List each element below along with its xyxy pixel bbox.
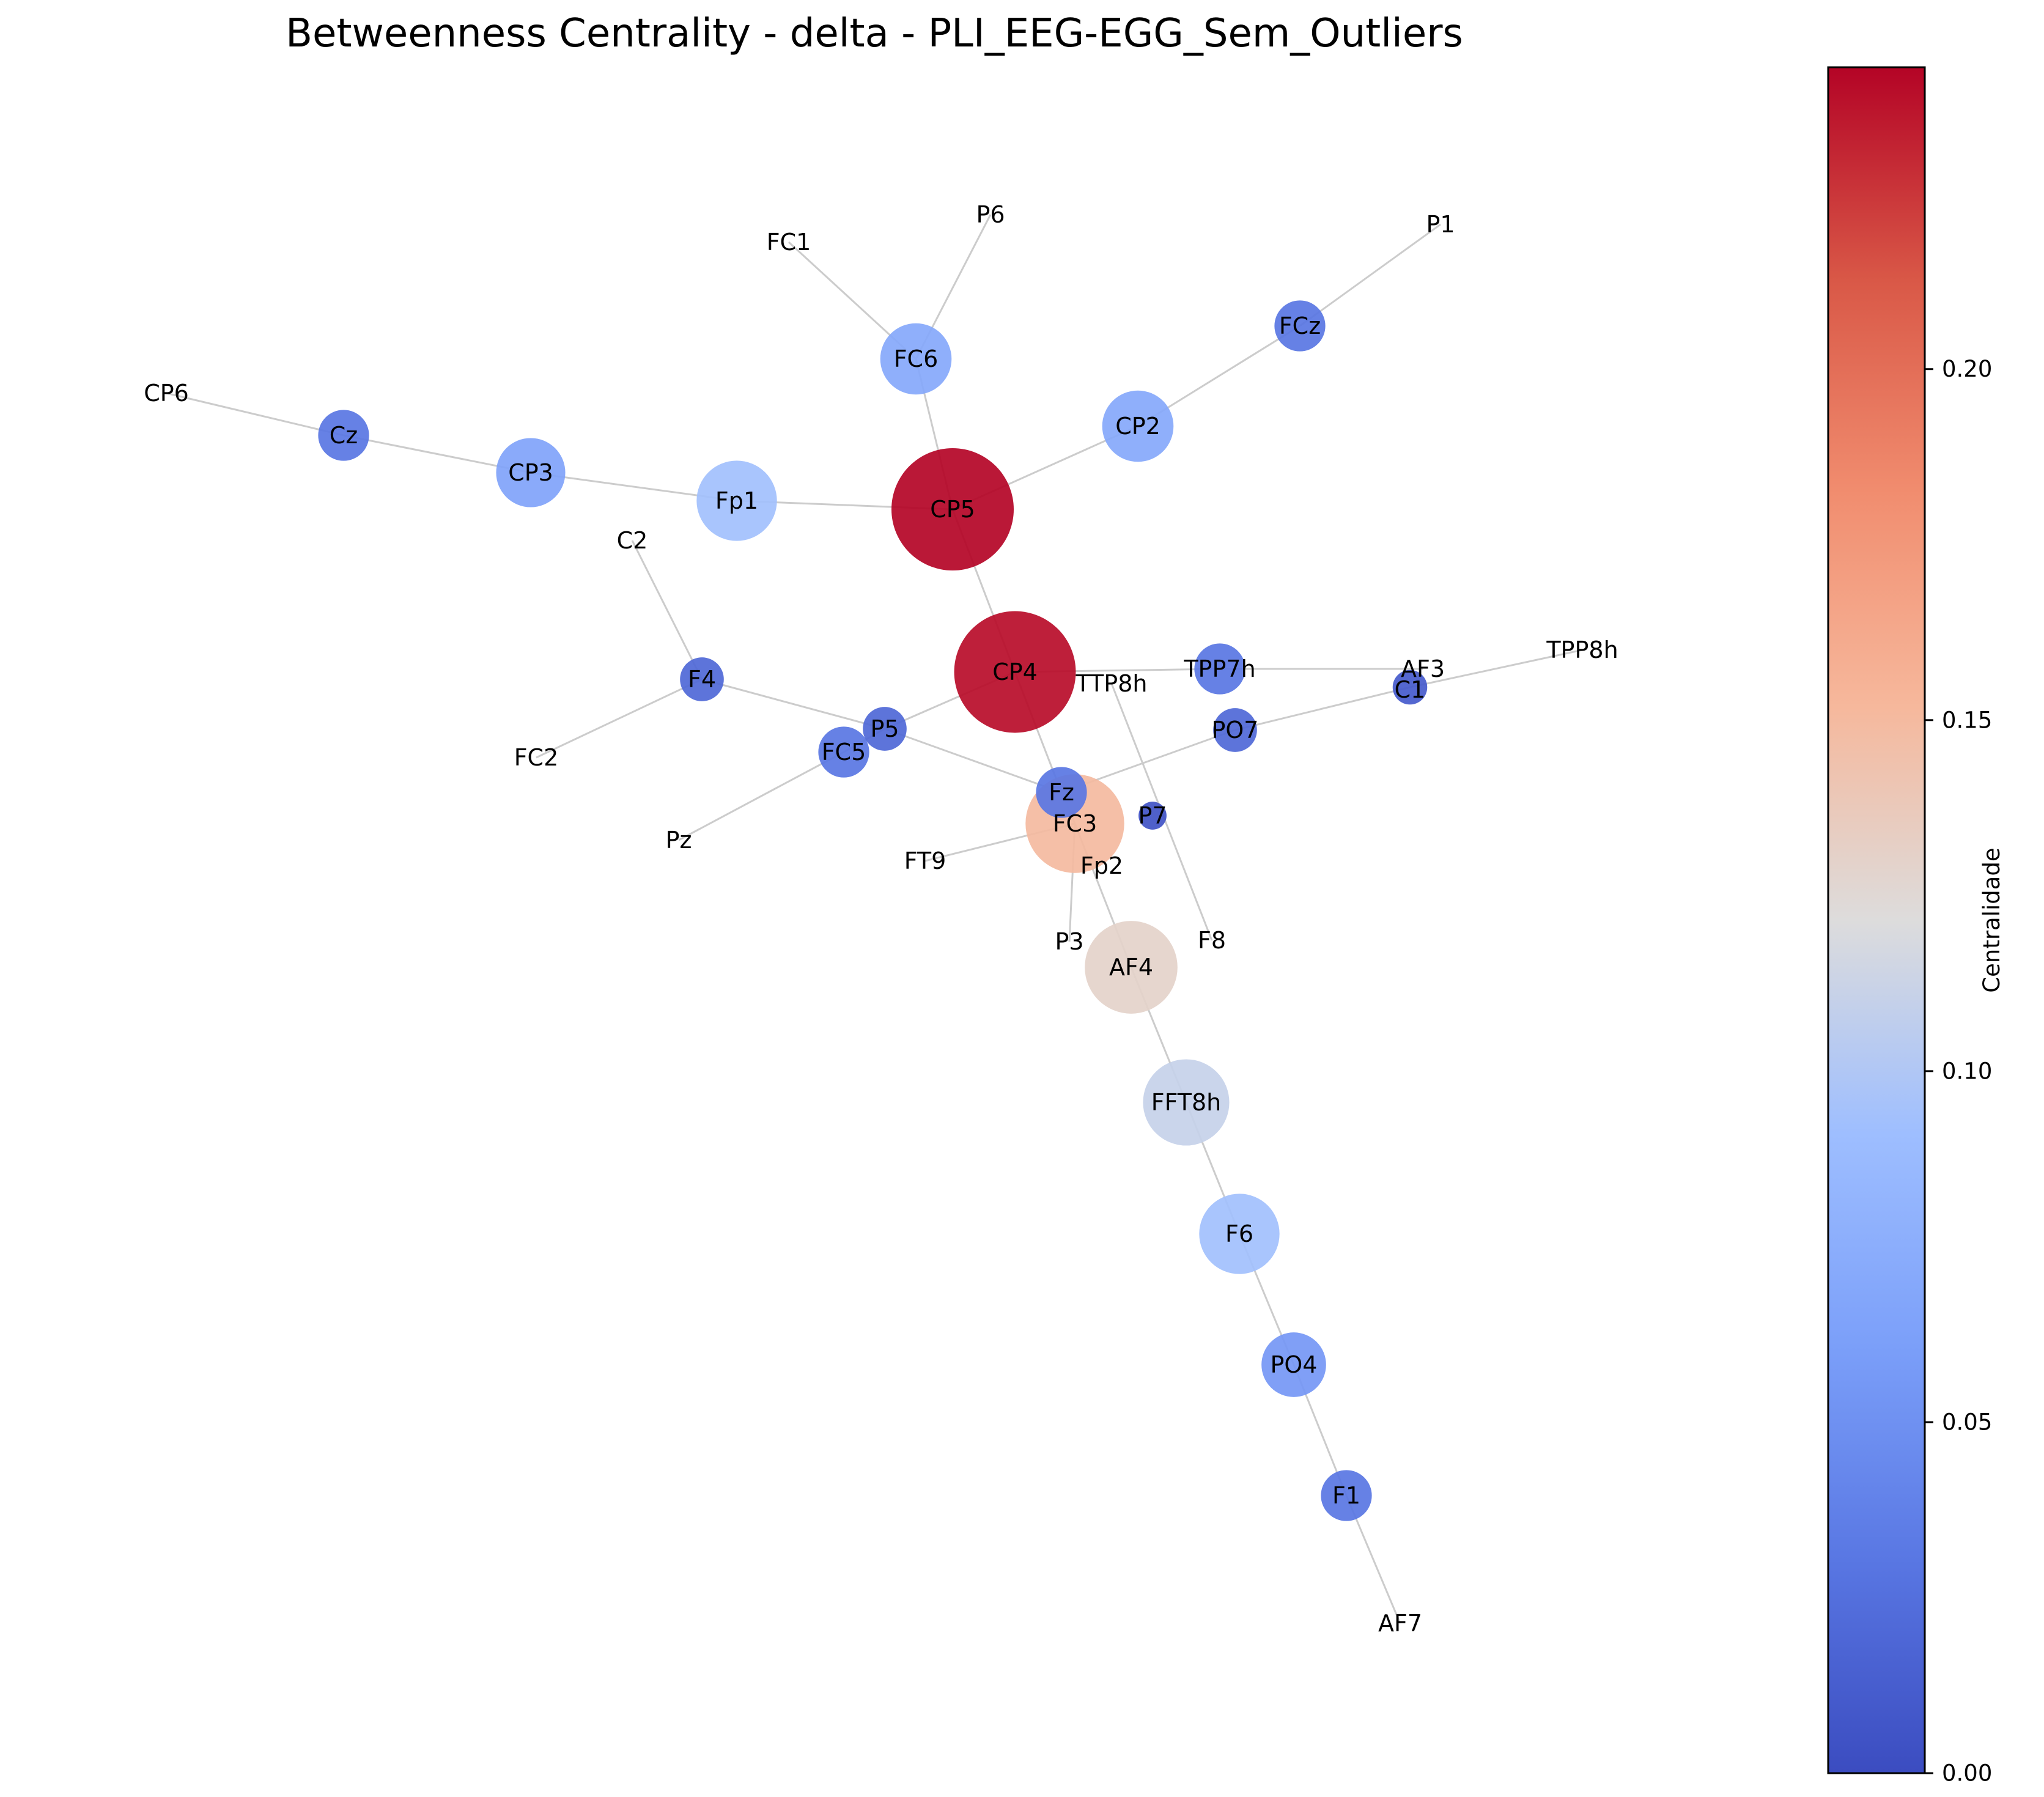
node-CP2[interactable] — [1102, 390, 1174, 462]
node-label-Fz: Fz — [1049, 779, 1074, 806]
colorbar-label: Centralidade — [1979, 847, 2005, 992]
node-PO7[interactable] — [1213, 708, 1257, 752]
edge-C2-F4 — [631, 540, 703, 680]
node-Fz[interactable] — [1036, 767, 1087, 818]
node-label-FC5: FC5 — [822, 739, 866, 766]
node-label-TPP8h: TPP8h — [1546, 637, 1618, 663]
node-label-Fp2: Fp2 — [1080, 852, 1123, 879]
edge-P5-Fz — [884, 728, 1062, 794]
node-TPP7h[interactable] — [1194, 643, 1245, 695]
node-label-CP5: CP5 — [930, 496, 975, 523]
node-P7[interactable] — [1138, 802, 1167, 830]
node-label-FC2: FC2 — [514, 744, 559, 771]
node-label-TTP8h: TTP8h — [1075, 670, 1148, 697]
edge-C1-PO7 — [1234, 686, 1411, 731]
node-label-FC3: FC3 — [1053, 810, 1098, 837]
node-label-F1: F1 — [1332, 1482, 1360, 1509]
node-label-layer: CP5 CP4 FC3 AF4 FFT8h F6 Fp1 FC6 CP2 CP3 PO4 Cz FCz F… — [144, 201, 1618, 1637]
node-label-AF7: AF7 — [1378, 1610, 1422, 1637]
node-label-CP2: CP2 — [1115, 413, 1160, 440]
colorbar-ticks: 0.00 0.05 0.10 0.15 0.20 — [1925, 356, 1992, 1787]
node-label-P1: P1 — [1426, 211, 1455, 238]
edge-layer — [166, 214, 1583, 1624]
node-label-TPP7h: TPP7h — [1183, 655, 1255, 682]
edge-P1-FCz — [1299, 223, 1441, 327]
node-label-CP3: CP3 — [508, 459, 553, 486]
node-FCz[interactable] — [1274, 300, 1326, 352]
node-label-P3: P3 — [1055, 928, 1083, 955]
colorbar-gradient — [1827, 66, 1926, 1774]
node-label-F8: F8 — [1198, 927, 1226, 954]
node-FC5[interactable] — [818, 726, 869, 778]
colorbar-tick-label: 0.15 — [1942, 707, 1992, 733]
node-F1[interactable] — [1321, 1470, 1372, 1521]
node-label-Fp1: Fp1 — [715, 487, 758, 514]
edge-CP6-Cz — [166, 392, 344, 437]
node-F6[interactable] — [1199, 1194, 1280, 1274]
node-FC6[interactable] — [880, 323, 952, 395]
node-label-Cz: Cz — [330, 422, 358, 449]
node-F4[interactable] — [680, 657, 724, 701]
colorbar-tick-label: 0.00 — [1942, 1760, 1992, 1787]
colorbar-tick-label: 0.05 — [1942, 1409, 1992, 1435]
node-CP4[interactable] — [954, 611, 1076, 733]
node-P5[interactable] — [863, 707, 907, 751]
node-Cz[interactable] — [318, 410, 369, 461]
node-label-AF3: AF3 — [1401, 655, 1445, 682]
node-label-P7: P7 — [1138, 802, 1167, 829]
node-label-P5: P5 — [870, 715, 899, 742]
edge-F4-P5 — [701, 678, 885, 730]
node-label-PO7: PO7 — [1211, 717, 1258, 744]
node-label-C1: C1 — [1395, 676, 1426, 703]
node-label-PO4: PO4 — [1270, 1351, 1317, 1378]
node-CP3[interactable] — [496, 438, 566, 507]
node-label-FC6: FC6 — [894, 345, 939, 372]
colorbar-tick-label: 0.10 — [1942, 1058, 1992, 1084]
node-label-FT9: FT9 — [904, 847, 946, 874]
edge-TPP8h-C1 — [1409, 649, 1583, 688]
node-AF4[interactable] — [1085, 921, 1178, 1014]
node-PO4[interactable] — [1261, 1332, 1326, 1397]
colorbar-tick-label: 0.20 — [1942, 356, 1992, 382]
node-label-F4: F4 — [688, 666, 716, 693]
node-FFT8h[interactable] — [1143, 1059, 1230, 1146]
node-label-FC1: FC1 — [767, 229, 811, 256]
node-CP5[interactable] — [891, 448, 1014, 570]
node-label-P6: P6 — [976, 201, 1005, 228]
edge-Pz-FC5 — [678, 751, 844, 841]
node-label-F6: F6 — [1225, 1220, 1253, 1247]
node-label-C2: C2 — [617, 527, 648, 554]
node-label-FCz: FCz — [1279, 312, 1321, 339]
node-Fp1[interactable] — [696, 460, 777, 541]
edge-FC2-F4 — [536, 678, 703, 759]
node-label-Pz: Pz — [666, 827, 692, 854]
node-label-FFT8h: FFT8h — [1151, 1089, 1222, 1116]
colorbar: 0.00 0.05 0.10 0.15 0.20 Centralidade — [1827, 66, 2005, 1787]
node-label-AF4: AF4 — [1109, 954, 1153, 981]
chart-title: Betweenness Centrality - delta - PLI_EEG… — [286, 11, 1463, 56]
node-label-CP6: CP6 — [144, 380, 189, 407]
node-C1[interactable] — [1392, 670, 1428, 705]
node-layer — [318, 300, 1428, 1521]
node-label-CP4: CP4 — [992, 659, 1038, 685]
